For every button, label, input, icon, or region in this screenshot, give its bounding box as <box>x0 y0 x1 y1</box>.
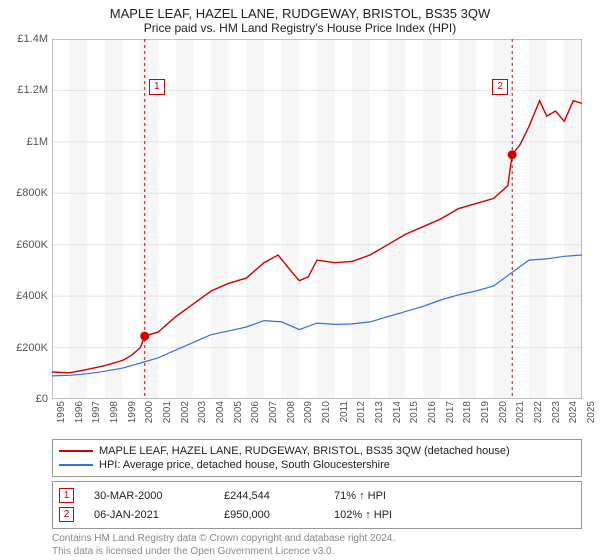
x-tick-label: 2002 <box>180 401 191 423</box>
legend-box: MAPLE LEAF, HAZEL LANE, RUDGEWAY, BRISTO… <box>52 439 582 477</box>
y-tick-label: £1.4M <box>0 33 48 45</box>
credits: Contains HM Land Registry data © Crown c… <box>52 533 582 558</box>
x-tick-label: 2016 <box>427 401 438 423</box>
x-tick-label: 2012 <box>356 401 367 423</box>
x-tick-label: 2015 <box>409 401 420 423</box>
x-tick-label: 2017 <box>445 401 456 423</box>
x-tick-label: 2005 <box>233 401 244 423</box>
sale-row-price: £244,544 <box>224 490 314 502</box>
x-tick-label: 2011 <box>339 401 350 423</box>
x-tick-label: 1999 <box>127 401 138 423</box>
x-tick-label: 2024 <box>568 401 579 423</box>
x-tick-label: 2001 <box>162 401 173 423</box>
x-tick-label: 2019 <box>480 401 491 423</box>
sale-row-number: 1 <box>59 488 74 503</box>
x-tick-label: 2003 <box>197 401 208 423</box>
legend-text: MAPLE LEAF, HAZEL LANE, RUDGEWAY, BRISTO… <box>99 445 510 457</box>
x-tick-label: 2004 <box>215 401 226 423</box>
x-tick-label: 2023 <box>551 401 562 423</box>
x-tick-label: 2021 <box>515 401 526 423</box>
x-tick-label: 1996 <box>74 401 85 423</box>
credits-line2: This data is licensed under the Open Gov… <box>52 546 582 559</box>
x-axis-ticks: 1995 1996 1997 1998 1999 2000 2001 2002 2003 2004… <box>52 399 582 437</box>
chart-subtitle: Price paid vs. HM Land Registry's House … <box>0 21 600 39</box>
legend-swatch <box>59 450 93 452</box>
x-tick-label: 1995 <box>56 401 67 423</box>
sale-marker-2: 2 <box>492 79 508 95</box>
y-tick-label: £800K <box>0 187 48 199</box>
y-tick-label: £400K <box>0 290 48 302</box>
sale-row: 1 30-MAR-2000 £244,544 71% ↑ HPI <box>59 486 575 505</box>
x-tick-label: 2009 <box>303 401 314 423</box>
sale-row-pct: 102% ↑ HPI <box>334 509 392 521</box>
legend-row: HPI: Average price, detached house, Sout… <box>59 458 575 472</box>
x-tick-label: 1998 <box>109 401 120 423</box>
sale-row: 2 06-JAN-2021 £950,000 102% ↑ HPI <box>59 505 575 524</box>
y-tick-label: £1M <box>0 136 48 148</box>
y-tick-label: £0 <box>0 393 48 405</box>
x-tick-label: 2008 <box>286 401 297 423</box>
x-tick-label: 2006 <box>250 401 261 423</box>
legend-swatch <box>59 464 93 466</box>
x-tick-label: 2022 <box>533 401 544 423</box>
sale-row-number: 2 <box>59 507 74 522</box>
x-tick-label: 2014 <box>392 401 403 423</box>
sale-marker-1: 1 <box>149 79 165 95</box>
x-tick-label: 2020 <box>498 401 509 423</box>
x-tick-label: 2000 <box>144 401 155 423</box>
sale-row-date: 06-JAN-2021 <box>94 509 204 521</box>
x-tick-label: 2007 <box>268 401 279 423</box>
x-tick-label: 2025 <box>586 401 597 423</box>
y-tick-label: £600K <box>0 239 48 251</box>
credits-line1: Contains HM Land Registry data © Crown c… <box>52 533 582 546</box>
x-tick-label: 2013 <box>374 401 385 423</box>
sales-table: 1 30-MAR-2000 £244,544 71% ↑ HPI 2 06-JAN-202… <box>52 481 582 529</box>
x-tick-label: 2018 <box>462 401 473 423</box>
chart-title: MAPLE LEAF, HAZEL LANE, RUDGEWAY, BRISTO… <box>0 0 600 21</box>
x-tick-label: 2010 <box>321 401 332 423</box>
y-tick-label: £1.2M <box>0 84 48 96</box>
x-tick-label: 1997 <box>91 401 102 423</box>
sale-row-price: £950,000 <box>224 509 314 521</box>
legend-text: HPI: Average price, detached house, Sout… <box>99 459 390 471</box>
plot-area: £0£200K£400K£600K£800K£1M£1.2M£1.4M12 <box>52 39 582 399</box>
sale-row-date: 30-MAR-2000 <box>94 490 204 502</box>
y-tick-label: £200K <box>0 342 48 354</box>
sale-row-pct: 71% ↑ HPI <box>334 490 386 502</box>
legend-row: MAPLE LEAF, HAZEL LANE, RUDGEWAY, BRISTO… <box>59 444 575 458</box>
